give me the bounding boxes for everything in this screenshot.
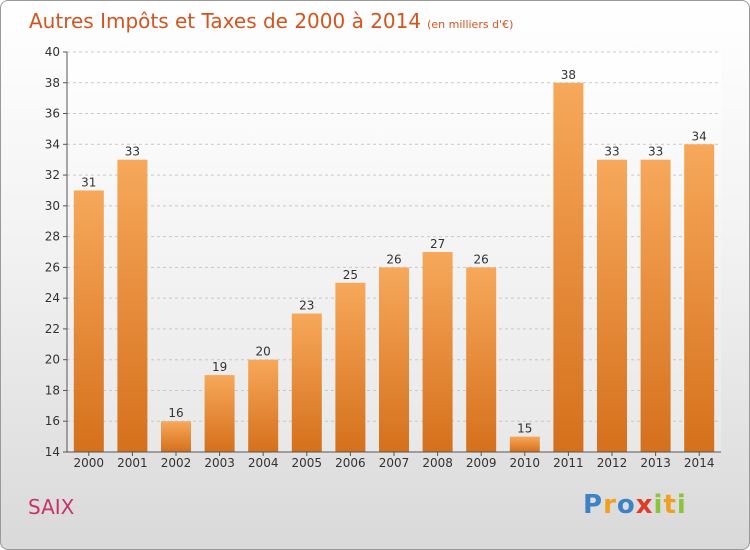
x-tick-label: 2002: [161, 456, 192, 470]
bar: [204, 375, 235, 452]
bar-value-label: 23: [299, 299, 314, 313]
y-tick-label: 18: [45, 383, 60, 397]
x-tick-label: 2013: [640, 456, 671, 470]
bar-value-label: 38: [561, 68, 576, 82]
logo-letter: P: [583, 490, 604, 520]
bar-value-label: 16: [168, 406, 183, 420]
bar: [117, 159, 148, 452]
y-tick-label: 24: [45, 291, 60, 305]
bar: [553, 82, 584, 453]
chart-title: Autres Impôts et Taxes de 2000 à 2014: [29, 9, 422, 33]
x-tick-label: 2001: [117, 456, 148, 470]
bar: [640, 159, 671, 452]
bars-group: 31 33 16 19 20 23 25 26 27 26 15 38 33 33 34: [73, 68, 715, 453]
bar: [73, 190, 104, 452]
bar-value-label: 34: [692, 129, 707, 143]
x-tick-label: 2008: [422, 456, 453, 470]
bar: [684, 144, 715, 453]
city-name: SAIX: [28, 495, 75, 519]
x-tick-label: 2003: [204, 456, 235, 470]
y-tick-label: 16: [45, 414, 60, 428]
y-tick-label: 14: [45, 445, 60, 459]
bar-value-label: 33: [125, 145, 140, 159]
bar: [422, 252, 453, 452]
x-tick-label: 2000: [74, 456, 105, 470]
axes-group: 14 16 18 20 22 24 26 28 30 32 34 36 38 40 2000 2001 2002…: [45, 45, 721, 470]
bar: [509, 436, 540, 452]
bar-value-label: 33: [604, 145, 619, 159]
bar-value-label: 26: [386, 252, 401, 266]
logo-letter: o: [616, 490, 636, 520]
logo-letter: i: [676, 490, 687, 520]
proxiti-logo[interactable]: Proxiti: [583, 490, 687, 520]
logo-letter: t: [663, 490, 677, 520]
bar: [597, 159, 627, 452]
x-tick-label: 2005: [292, 456, 323, 470]
y-tick-label: 30: [45, 199, 60, 213]
y-tick-label: 22: [45, 322, 60, 336]
bar-value-label: 26: [474, 252, 489, 266]
x-tick-label: 2004: [248, 456, 279, 470]
y-tick-label: 34: [45, 137, 60, 151]
y-tick-label: 36: [45, 107, 60, 121]
x-tick-label: 2006: [335, 456, 366, 470]
y-tick-label: 26: [45, 260, 60, 274]
x-tick-label: 2011: [553, 456, 584, 470]
bar: [466, 267, 497, 452]
bar-value-label: 25: [343, 268, 358, 282]
bar: [161, 421, 191, 452]
bar-value-label: 27: [430, 237, 445, 251]
bar-value-label: 19: [212, 360, 227, 374]
bar-value-label: 15: [517, 422, 532, 436]
chart-title-wrap: Autres Impôts et Taxes de 2000 à 2014 (en…: [29, 9, 513, 33]
y-tick-label: 20: [45, 353, 60, 367]
bar-value-label: 31: [81, 175, 96, 189]
x-tick-label: 2009: [466, 456, 497, 470]
logo-letter: x: [635, 490, 654, 520]
y-tick-label: 32: [45, 168, 60, 182]
bar-value-label: 33: [648, 145, 663, 159]
x-tick-label: 2010: [510, 456, 541, 470]
logo-letter: r: [603, 490, 617, 520]
bar: [335, 282, 366, 452]
logo-letter: i: [653, 490, 664, 520]
bar-value-label: 20: [256, 345, 271, 359]
x-tick-label: 2007: [379, 456, 410, 470]
x-tick-label: 2014: [684, 456, 715, 470]
bar: [291, 313, 322, 452]
y-tick-label: 28: [45, 230, 60, 244]
chart-subtitle: (en milliers d'€): [427, 18, 514, 31]
y-tick-label: 40: [45, 45, 60, 59]
bar: [248, 359, 279, 452]
x-tick-label: 2012: [597, 456, 628, 470]
bar: [379, 267, 409, 452]
y-tick-label: 38: [45, 76, 60, 90]
